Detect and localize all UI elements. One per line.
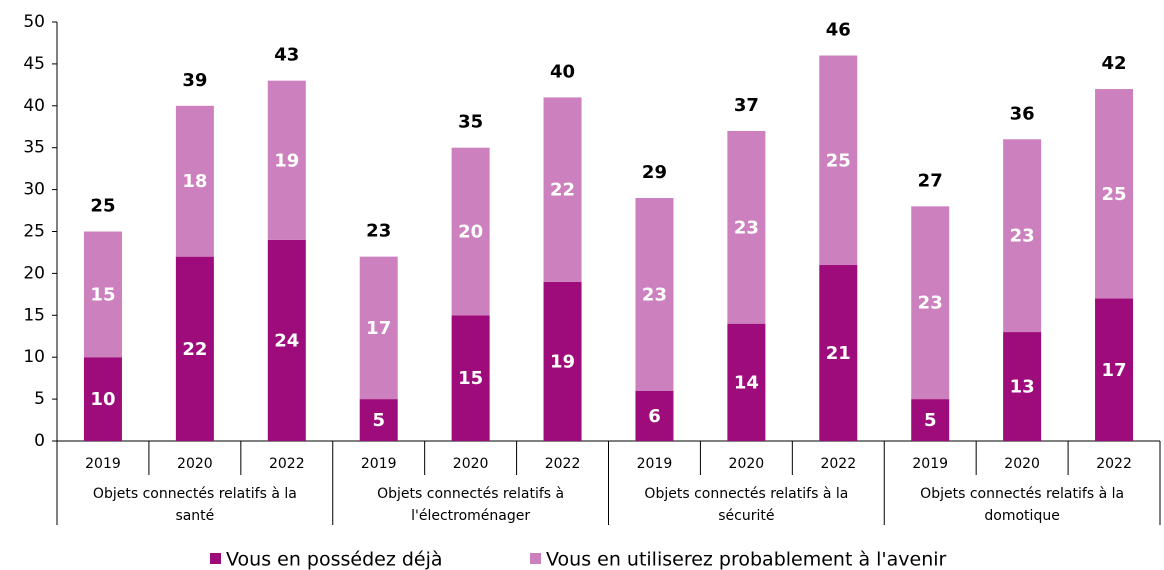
bar-label: 14 — [734, 372, 759, 393]
total-label: 43 — [274, 45, 299, 66]
y-tick-label: 25 — [23, 222, 45, 242]
bar-segment — [83, 357, 122, 441]
total-label: 40 — [550, 61, 575, 82]
bar-segment — [727, 323, 766, 441]
total-label: 27 — [918, 170, 943, 191]
bar-label: 21 — [826, 343, 851, 364]
bar-segment — [1095, 298, 1134, 441]
bar-label: 22 — [182, 339, 207, 360]
total-label: 25 — [90, 196, 115, 217]
group-label: l'électroménager — [411, 508, 530, 524]
legend-label: Vous en possédez déjà — [226, 549, 443, 570]
bar-label: 18 — [182, 171, 207, 192]
y-tick-label: 15 — [23, 305, 45, 325]
y-tick-label: 35 — [23, 138, 45, 158]
bar-label: 20 — [458, 222, 483, 243]
bar-label: 23 — [734, 217, 759, 238]
bar-segment — [543, 281, 582, 441]
bar-segment — [267, 239, 306, 441]
bar-segment — [359, 399, 398, 441]
y-tick-label: 0 — [34, 431, 45, 451]
x-tick-label: 2020 — [453, 456, 489, 472]
x-tick-label: 2020 — [729, 456, 765, 472]
legend-label: Vous en utiliserez probablement à l'aven… — [546, 549, 947, 570]
bar-label: 15 — [458, 368, 483, 389]
bar-segment — [175, 105, 214, 257]
bar-label: 6 — [648, 406, 661, 427]
bar-segment — [911, 399, 950, 441]
total-label: 36 — [1010, 103, 1035, 124]
total-label: 46 — [826, 20, 851, 41]
bar-segment — [83, 231, 122, 358]
x-tick-label: 2020 — [1004, 456, 1040, 472]
group-label: domotique — [984, 508, 1059, 524]
bar-segment — [1095, 89, 1134, 299]
total-label: 23 — [366, 221, 391, 242]
bar-label: 13 — [1010, 377, 1035, 398]
bar-label: 5 — [924, 410, 937, 431]
bar-label: 25 — [1102, 184, 1127, 205]
total-label: 42 — [1102, 53, 1127, 74]
bar-label: 15 — [90, 284, 115, 305]
bar-segment — [635, 197, 674, 391]
bar-segment — [1003, 139, 1042, 333]
legend-swatch — [210, 553, 221, 564]
x-tick-label: 2022 — [1096, 456, 1132, 472]
bar-label: 5 — [372, 410, 385, 431]
bar-segment — [175, 256, 214, 441]
total-label: 39 — [182, 70, 207, 91]
y-tick-label: 30 — [23, 180, 45, 200]
bar-label: 23 — [918, 293, 943, 314]
bar-label: 23 — [642, 284, 667, 305]
x-tick-label: 2019 — [912, 456, 948, 472]
bar-segment — [543, 97, 582, 282]
bar-label: 23 — [1010, 226, 1035, 247]
bar-label: 19 — [274, 150, 299, 171]
x-tick-label: 2019 — [637, 456, 673, 472]
bar-label: 22 — [550, 180, 575, 201]
bar-segment — [451, 147, 490, 316]
y-tick-label: 45 — [23, 54, 45, 74]
group-label: Objets connectés relatifs à — [377, 486, 564, 502]
bar-segment — [819, 265, 858, 441]
group-label: Objets connectés relatifs à la — [93, 486, 297, 502]
y-tick-label: 40 — [23, 96, 45, 116]
x-tick-label: 2019 — [85, 456, 121, 472]
x-tick-label: 2020 — [177, 456, 213, 472]
bar-segment — [635, 390, 674, 441]
x-tick-label: 2022 — [545, 456, 581, 472]
x-tick-label: 2019 — [361, 456, 397, 472]
y-tick-label: 10 — [23, 347, 45, 367]
bar-segment — [451, 315, 490, 441]
y-tick-label: 20 — [23, 263, 45, 283]
total-label: 35 — [458, 112, 483, 133]
group-label: santé — [175, 508, 214, 524]
y-tick-label: 5 — [34, 389, 45, 409]
total-label: 29 — [642, 162, 667, 183]
bar-segment — [359, 256, 398, 400]
legend-swatch — [530, 553, 541, 564]
bar-segment — [819, 55, 858, 266]
bar-label: 17 — [1102, 360, 1127, 381]
group-label: Objets connectés relatifs à la — [920, 486, 1124, 502]
x-tick-label: 2022 — [269, 456, 305, 472]
group-label: sécurité — [718, 508, 774, 524]
bar-label: 19 — [550, 351, 575, 372]
x-tick-label: 2022 — [820, 456, 856, 472]
y-tick-label: 50 — [23, 12, 45, 32]
bar-label: 17 — [366, 318, 391, 339]
total-label: 37 — [734, 95, 759, 116]
bar-label: 10 — [90, 389, 115, 410]
bar-segment — [727, 130, 766, 324]
group-label: Objets connectés relatifs à la — [644, 486, 848, 502]
bar-label: 25 — [826, 150, 851, 171]
bar-segment — [911, 206, 950, 400]
bar-label: 24 — [274, 330, 299, 351]
bar-segment — [1003, 332, 1042, 441]
bar-segment — [267, 80, 306, 240]
